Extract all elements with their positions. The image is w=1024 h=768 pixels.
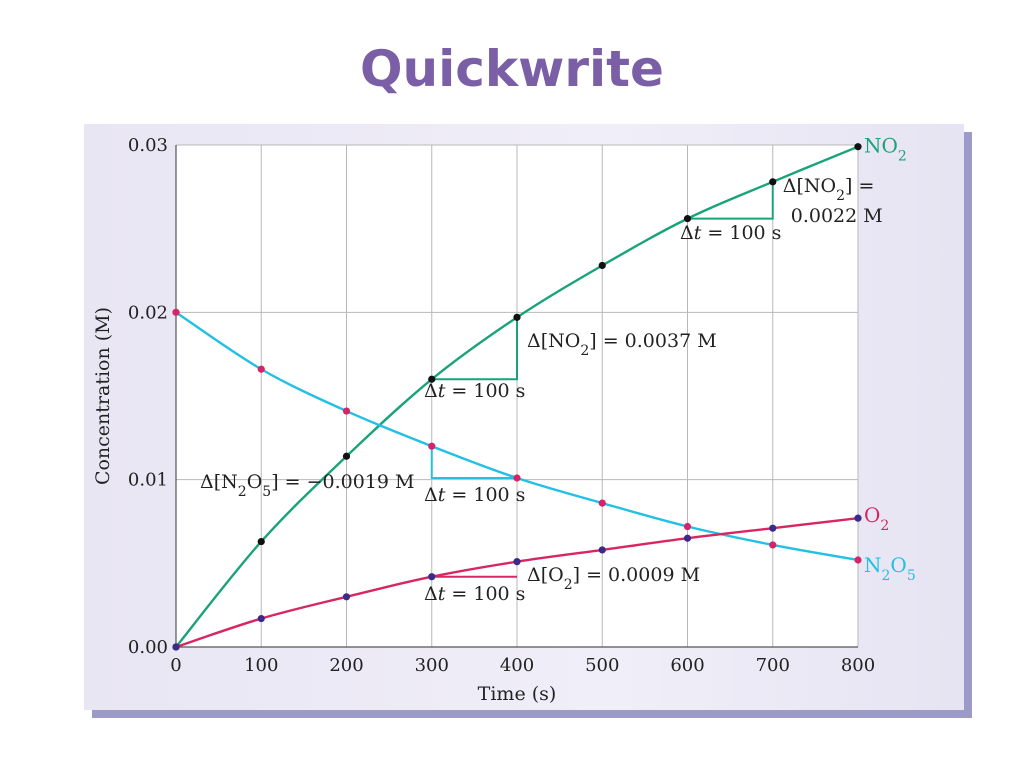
series-label-n2o5: N2O5 xyxy=(864,553,916,584)
x-tick-label: 200 xyxy=(329,655,363,676)
series-line-0 xyxy=(175,145,859,648)
data-point-1 xyxy=(342,407,351,415)
y-tick-label: 0.01 xyxy=(128,470,168,491)
data-point-1 xyxy=(172,308,180,316)
x-tick-label: 0 xyxy=(170,655,181,676)
dt-label-no2-late: Δt = 100 s xyxy=(680,222,781,244)
data-point-0 xyxy=(342,452,351,460)
data-point-1 xyxy=(854,556,862,564)
x-tick-label: 400 xyxy=(500,655,534,676)
delta-label-o2: Δ[O2] = 0.0009 M xyxy=(527,564,700,593)
data-point-1 xyxy=(769,541,777,549)
rate-triangle-no2-early xyxy=(431,317,518,381)
chart-labels: 0 100 200 300 400 500 600 700 800 0.00 0.01 0.02 0.0… xyxy=(92,134,916,705)
rate-triangle-n2o5 xyxy=(430,446,517,479)
data-point-1 xyxy=(683,522,692,531)
y-tick-label: 0.00 xyxy=(128,637,168,658)
data-point-2 xyxy=(683,534,692,542)
y-tick-label: 0.02 xyxy=(128,302,168,323)
dt-label-n2o5: Δt = 100 s xyxy=(424,484,525,506)
x-tick-label: 700 xyxy=(756,655,790,676)
data-point-2 xyxy=(854,514,862,522)
data-point-2 xyxy=(598,546,606,554)
data-point-1 xyxy=(513,474,521,482)
x-tick-label: 100 xyxy=(244,655,278,676)
dt-label-no2-early: Δt = 100 s xyxy=(424,380,525,402)
data-point-2 xyxy=(513,558,521,566)
x-tick-label: 500 xyxy=(585,655,619,676)
data-point-0 xyxy=(513,313,521,321)
x-tick-label: 800 xyxy=(841,655,875,676)
data-point-0 xyxy=(598,261,606,270)
data-point-2 xyxy=(769,524,777,532)
delta-label-no2-early: Δ[NO2] = 0.0037 M xyxy=(527,330,717,359)
data-point-2 xyxy=(342,593,351,601)
x-tick-label: 600 xyxy=(670,655,704,676)
series-label-o2: O2 xyxy=(864,503,889,534)
data-point-1 xyxy=(428,442,436,450)
rate-triangles xyxy=(430,181,774,578)
data-point-1 xyxy=(598,499,606,507)
y-tick-label: 0.03 xyxy=(128,135,168,156)
data-point-2 xyxy=(257,614,265,623)
data-point-0 xyxy=(428,375,436,383)
axes xyxy=(175,145,858,648)
slide-title: Quickwrite xyxy=(360,40,664,98)
delta-label-n2o5: Δ[N2O5] = −0.0019 M xyxy=(200,471,415,500)
dt-label-o2: Δt = 100 s xyxy=(424,583,525,605)
delta-label-no2-late: Δ[NO2] = xyxy=(783,175,875,204)
series-label-no2: NO2 xyxy=(864,134,907,165)
grid-lines xyxy=(176,144,859,647)
x-axis-label: Time (s) xyxy=(478,683,557,705)
data-point-0 xyxy=(683,215,692,223)
y-axis-label: Concentration (M) xyxy=(92,307,114,485)
data-point-0 xyxy=(257,537,265,546)
rate-triangle-no2-late xyxy=(687,181,774,220)
data-point-2 xyxy=(428,573,436,581)
data-point-1 xyxy=(257,365,265,373)
data-point-2 xyxy=(172,643,180,651)
data-point-0 xyxy=(854,143,862,151)
x-tick-label: 300 xyxy=(415,655,449,676)
data-point-0 xyxy=(769,178,777,186)
delta-value-no2-late: 0.0022 M xyxy=(791,205,883,227)
data-points xyxy=(172,143,862,651)
